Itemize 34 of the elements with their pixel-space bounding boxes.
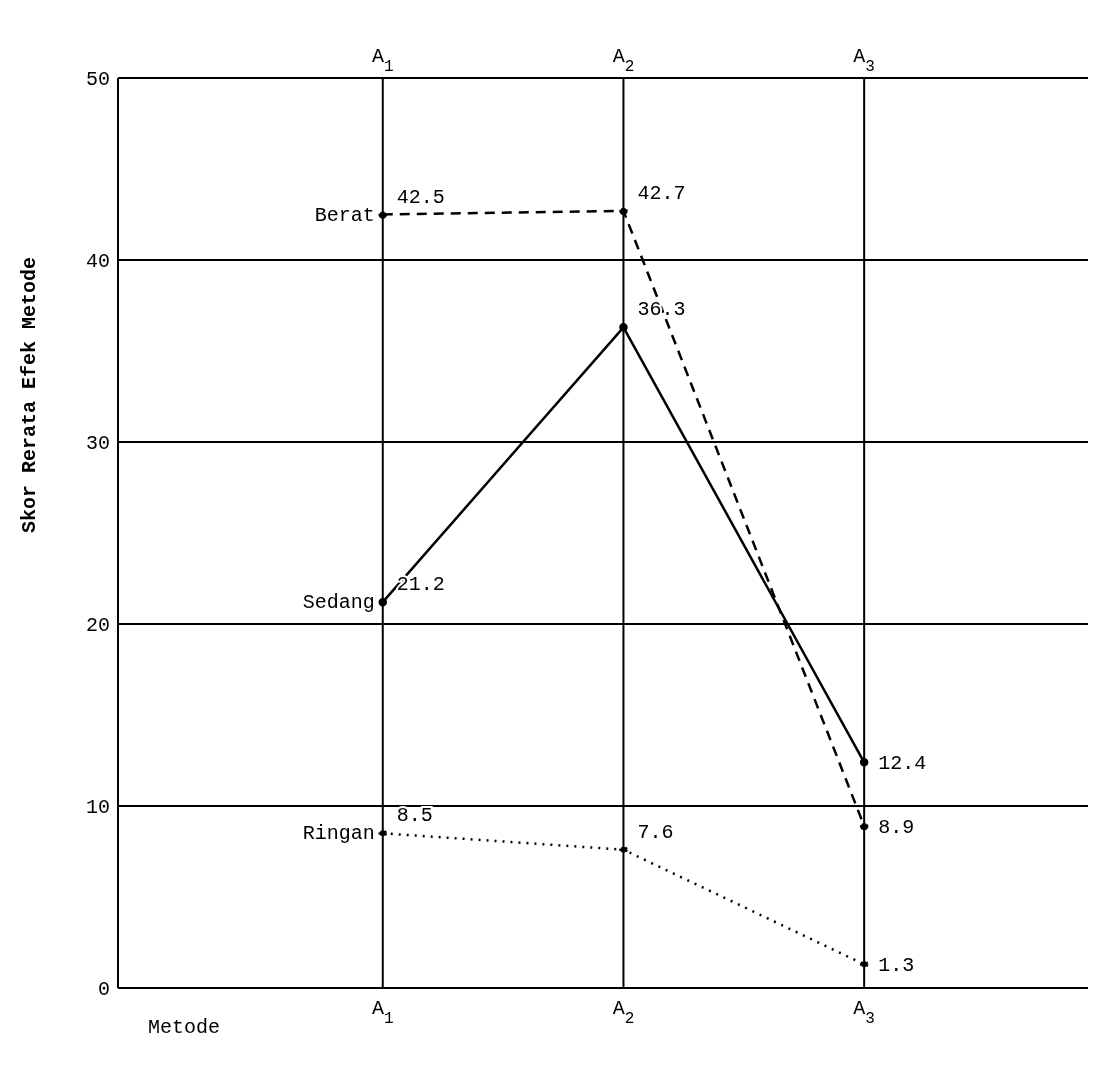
series-label: Ringan bbox=[302, 822, 375, 846]
data-label: 8.9 bbox=[878, 816, 915, 840]
y-tick-label: 0 bbox=[97, 978, 110, 1002]
data-label: 7.6 bbox=[637, 820, 674, 844]
point bbox=[378, 210, 388, 219]
y-tick-label: 20 bbox=[85, 614, 110, 638]
x-tick-label: A$_{1}$ bbox=[371, 45, 394, 76]
category-label: A$_{1}$ bbox=[371, 997, 394, 1028]
y-tick-label: 10 bbox=[85, 796, 110, 820]
x-tick-label: A$_{2}$ bbox=[612, 45, 635, 76]
x-tick-label: A$_{3}$ bbox=[853, 45, 875, 76]
point bbox=[619, 323, 628, 332]
point bbox=[619, 845, 628, 854]
point bbox=[378, 829, 388, 838]
y-tick-label: 50 bbox=[85, 68, 110, 92]
data-label: 8.5 bbox=[396, 804, 433, 828]
series-label: Berat bbox=[314, 203, 375, 227]
data-label: 42.7 bbox=[637, 181, 686, 205]
data-label: 21.2 bbox=[396, 573, 445, 597]
data-label: 42.5 bbox=[396, 185, 445, 209]
data-label: 1.3 bbox=[878, 954, 915, 978]
point bbox=[378, 597, 388, 607]
y-tick-label: 40 bbox=[85, 250, 110, 274]
data-label: 36.3 bbox=[637, 298, 686, 322]
y-tick-label: 30 bbox=[85, 432, 110, 456]
series-label: Sedang bbox=[302, 591, 375, 615]
point bbox=[859, 758, 869, 767]
category-label: A$_{3}$ bbox=[853, 997, 875, 1028]
point bbox=[859, 960, 869, 969]
y-axis-title: Skor Rerata Efek Metode bbox=[18, 256, 42, 533]
x-axis-title: Metode bbox=[148, 1016, 221, 1039]
category-label: A$_{2}$ bbox=[612, 997, 635, 1028]
point bbox=[619, 206, 628, 216]
data-label: 12.4 bbox=[878, 752, 927, 776]
